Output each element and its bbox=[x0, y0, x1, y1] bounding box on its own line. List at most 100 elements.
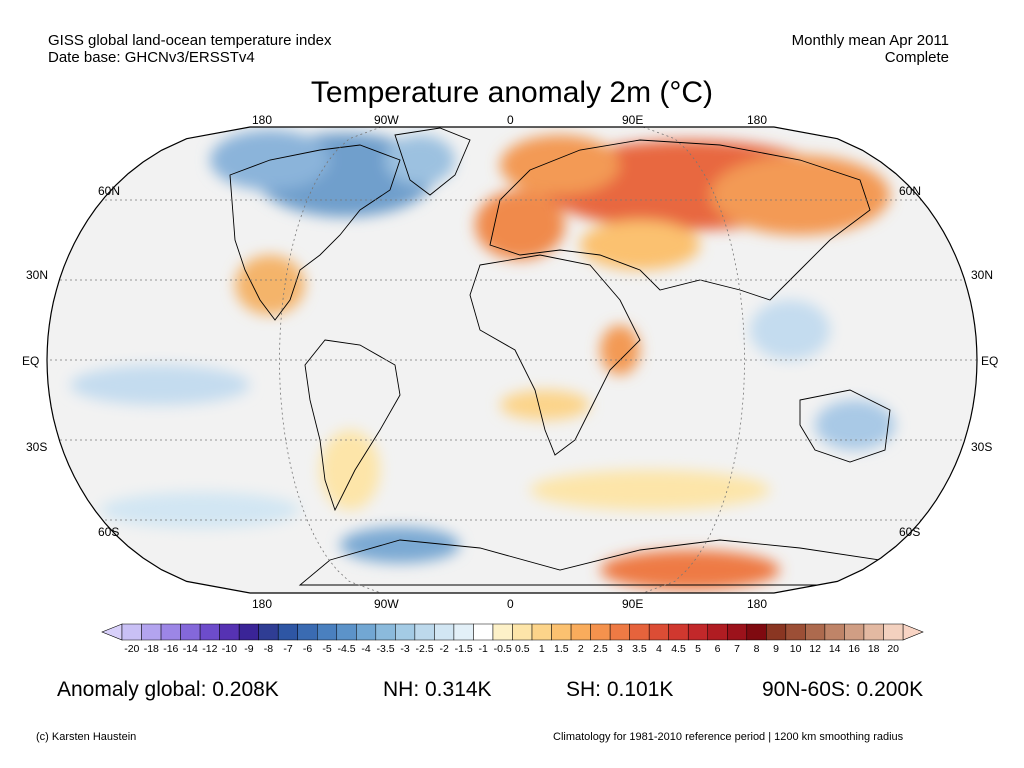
colorbar-swatch bbox=[395, 623, 416, 641]
anomaly-patch-southern-ocean bbox=[100, 492, 300, 528]
colorbar-swatch bbox=[141, 623, 162, 641]
colorbar-swatch bbox=[687, 623, 708, 641]
colorbar-swatch bbox=[434, 623, 455, 641]
antarctica-outline bbox=[298, 539, 901, 586]
lon-label-top-180w: 180 bbox=[252, 113, 273, 127]
ocean-background bbox=[47, 127, 977, 593]
colorbar-tick-label: 20 bbox=[887, 643, 899, 655]
greenland-outline bbox=[394, 127, 471, 196]
colorbar-swatch bbox=[199, 623, 220, 641]
anomaly-field bbox=[47, 127, 977, 593]
colorbar-swatch bbox=[277, 623, 298, 641]
colorbar-tick-label: 7 bbox=[734, 643, 740, 655]
header-status: Complete bbox=[884, 49, 949, 66]
colorbar-tick-label: 3.5 bbox=[632, 643, 647, 655]
lat-label-left-60s: 60S bbox=[98, 525, 120, 539]
stat-northern-hemisphere: NH: 0.314K bbox=[383, 678, 492, 701]
colorbar-tick-label: 16 bbox=[848, 643, 860, 655]
colorbar-tick-label: 1 bbox=[539, 643, 545, 655]
lat-label-left-30s: 30S bbox=[26, 440, 48, 454]
lon-label-bottom-180w: 180 bbox=[252, 597, 273, 611]
colorbar-tick-label: -14 bbox=[183, 643, 198, 655]
lat-label-left-60n: 60N bbox=[98, 184, 121, 198]
colorbar-tick-label: 10 bbox=[790, 643, 802, 655]
colorbar-swatch bbox=[746, 623, 767, 641]
lat-label-right-eq: EQ bbox=[981, 354, 999, 368]
colorbar-tick-label: -5 bbox=[322, 643, 331, 655]
colorbar-tick-label: -7 bbox=[283, 643, 292, 655]
colorbar-tick-label: 1.5 bbox=[554, 643, 569, 655]
lon-label-bottom-90e: 90E bbox=[622, 597, 644, 611]
anomaly-patch-central-asia bbox=[580, 220, 700, 270]
map-title: Temperature anomaly 2m (°C) bbox=[310, 76, 714, 109]
colorbar-tick-label: 2 bbox=[578, 643, 584, 655]
colorbar-tick-label: -3.5 bbox=[377, 643, 395, 655]
graticule bbox=[47, 127, 977, 593]
lat-label-left-eq: EQ bbox=[22, 354, 40, 368]
map-border bbox=[46, 126, 978, 594]
stat-global-anomaly: Anomaly global: 0.208K bbox=[57, 678, 279, 701]
australia-outline bbox=[799, 389, 891, 463]
lon-label-top-180e: 180 bbox=[747, 113, 768, 127]
header-dataset-title: GISS global land-ocean temperature index bbox=[48, 32, 332, 49]
colorbar-swatch bbox=[180, 623, 201, 641]
colorbar-swatch bbox=[570, 623, 591, 641]
colorbar-tick-label: -4 bbox=[361, 643, 370, 655]
colorbar-low-arrow bbox=[101, 623, 123, 641]
colorbar-swatch bbox=[512, 623, 533, 641]
colorbar-tick-label: -1 bbox=[479, 643, 488, 655]
colorbar-high-arrow bbox=[902, 623, 924, 641]
anomaly-patch-pacific bbox=[70, 365, 250, 405]
colorbar-swatch bbox=[824, 623, 845, 641]
lon-label-top-90e: 90E bbox=[622, 113, 644, 127]
stat-90n-60s-band: 90N-60S: 0.200K bbox=[762, 678, 924, 701]
colorbar-swatch bbox=[258, 623, 279, 641]
colorbar-tick-label: 18 bbox=[868, 643, 880, 655]
colorbar-tick-label: -4.5 bbox=[337, 643, 355, 655]
lon-label-bottom-0: 0 bbox=[507, 597, 514, 611]
colorbar-swatch bbox=[707, 623, 728, 641]
colorbar-tick-label: -9 bbox=[244, 643, 253, 655]
colorbar-swatch bbox=[414, 623, 435, 641]
colorbar-tick-label: -0.5 bbox=[494, 643, 512, 655]
anomaly-patch-west-antarctica bbox=[340, 527, 460, 563]
colorbar-tick-label: 8 bbox=[754, 643, 760, 655]
colorbar-tick-label: -10 bbox=[222, 643, 237, 655]
anomaly-patch-europe bbox=[475, 190, 565, 260]
colorbar-swatch bbox=[805, 623, 826, 641]
colorbar-tick-label: -18 bbox=[144, 643, 159, 655]
colorbar-tick-label: -6 bbox=[303, 643, 312, 655]
footer-climatology-note: Climatology for 1981-2010 reference peri… bbox=[553, 731, 904, 743]
colorbar-tick-label: -16 bbox=[163, 643, 178, 655]
header-data-source: Date base: GHCNv3/ERSSTv4 bbox=[48, 49, 255, 66]
lon-label-top-0: 0 bbox=[507, 113, 514, 127]
colorbar-tick-label: -20 bbox=[124, 643, 139, 655]
lon-label-bottom-90w: 90W bbox=[374, 597, 399, 611]
colorbar-tick-label: -2.5 bbox=[416, 643, 434, 655]
colorbar-swatch bbox=[863, 623, 884, 641]
colorbar-tick-label: 12 bbox=[809, 643, 821, 655]
anomaly-patch-east-antarctica bbox=[600, 550, 780, 590]
lat-label-right-60s: 60S bbox=[899, 525, 921, 539]
colorbar-swatch bbox=[844, 623, 865, 641]
colorbar-swatch bbox=[121, 623, 142, 641]
anomaly-patch-scandinavia bbox=[500, 135, 620, 195]
graticule-meridian bbox=[279, 127, 382, 593]
colorbar-swatch bbox=[336, 623, 357, 641]
colorbar-swatch bbox=[297, 623, 318, 641]
colorbar-tick-label: 6 bbox=[715, 643, 721, 655]
footer-copyright: (c) Karsten Haustein bbox=[36, 731, 137, 743]
colorbar-tick-label: 3 bbox=[617, 643, 623, 655]
colorbar-tick-label: 0.5 bbox=[515, 643, 530, 655]
south-america-outline bbox=[304, 339, 401, 512]
colorbar-swatch bbox=[609, 623, 630, 641]
lon-label-top-90w: 90W bbox=[374, 113, 399, 127]
colorbar: -20 -18 -16 -14 -12 -10 -9 -8 -7 -6 -5 -4.5 -4 -3.5 -3… bbox=[101, 623, 924, 655]
colorbar-swatch bbox=[473, 623, 494, 641]
colorbar-swatch bbox=[531, 623, 552, 641]
colorbar-swatch bbox=[492, 623, 513, 641]
eurasia-outline bbox=[489, 139, 871, 301]
colorbar-swatch bbox=[727, 623, 748, 641]
colorbar-tick-label: -12 bbox=[202, 643, 217, 655]
anomaly-patch-australia bbox=[815, 400, 895, 450]
